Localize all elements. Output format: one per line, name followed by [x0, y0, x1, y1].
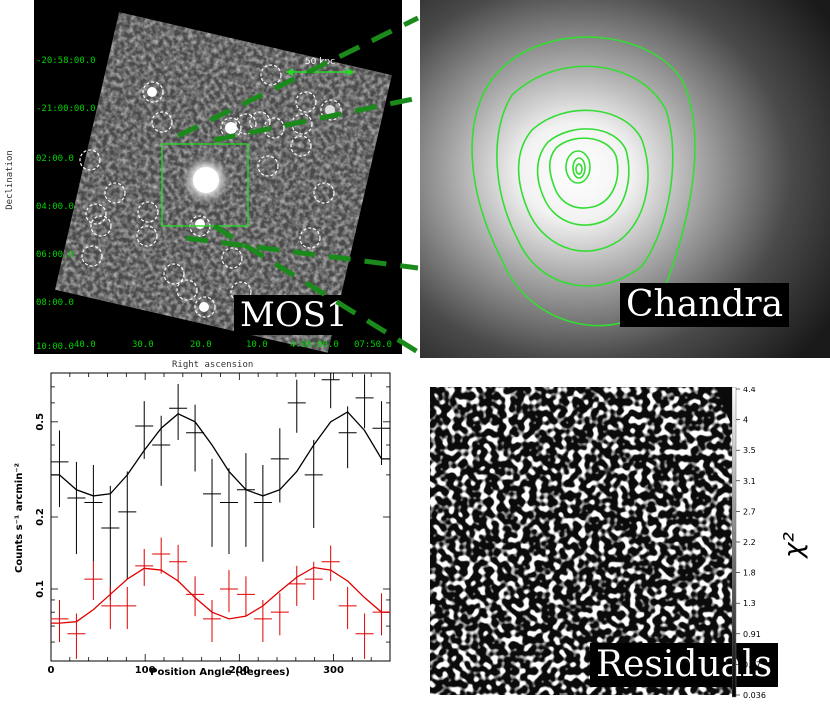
data-point [219, 468, 238, 555]
ra-tick: 40.0 [74, 340, 96, 350]
colorbar-tick-label: 2.7 [743, 507, 756, 516]
ra-tick: 10.0 [246, 340, 268, 350]
data-point [372, 401, 391, 465]
x-tick-label: 100 [135, 665, 156, 676]
data-point [270, 428, 289, 503]
colorbar-tick-label: 1.3 [743, 599, 756, 608]
data-point [304, 561, 323, 600]
x-tick-label: 200 [229, 665, 250, 676]
colorbar-tick-label: 3.5 [743, 446, 756, 455]
data-point [135, 548, 154, 586]
mos1-image-panel: 50 kpc MOS1 -20:58:00.0 -21:00:00.0 02:0… [34, 0, 402, 354]
ra-tick: 20.0 [190, 340, 212, 350]
data-point [236, 453, 255, 547]
data-point [321, 545, 340, 582]
dec-tick: -21:00:00.0 [36, 104, 96, 114]
chart-ylabel: Counts s⁻¹ arcmin⁻² [14, 463, 25, 573]
data-point [270, 593, 289, 636]
chandra-label: Chandra [620, 283, 790, 327]
data-point [253, 464, 272, 562]
data-point [67, 461, 86, 555]
colorbar-tick-label: 0.91 [743, 630, 761, 639]
data-point [304, 439, 323, 528]
data-point [372, 593, 391, 636]
data-point [219, 570, 238, 613]
chandra-image-panel: Chandra [420, 0, 830, 358]
data-point [253, 599, 272, 643]
mos1-ylabel: Declination [4, 150, 15, 210]
dec-tick: -20:58:00.0 [36, 56, 96, 66]
data-point [338, 586, 357, 630]
colorbar-tick-label: 1.8 [743, 569, 756, 578]
colorbar-tick-label: 4 [743, 416, 748, 425]
ra-tick: 4:08:00.0 [290, 340, 339, 350]
dec-tick: 04:00.0 [36, 202, 74, 212]
data-point [135, 401, 154, 459]
data-point [287, 565, 306, 606]
data-point [287, 379, 306, 433]
y-tick-label: 0.5 [35, 413, 46, 431]
colorbar-tick-label: 4.4 [743, 387, 756, 394]
colorbar: 4.4 4 3.5 3.1 2.7 2.2 1.8 1.3 0.91 0.47 0.036 χ² [731, 385, 830, 707]
y-tick-label: 0.2 [35, 508, 46, 526]
ra-tick: 30.0 [132, 340, 154, 350]
ra-tick: 07:50.0 [354, 340, 392, 350]
data-point [101, 586, 120, 630]
colorbar-tick-label: 0.47 [743, 660, 761, 669]
dec-tick: 06:00.0 [36, 250, 74, 260]
data-point [50, 599, 69, 643]
dec-tick: 10:00.0 [36, 342, 74, 352]
zoom-connector-lines [176, 15, 420, 355]
residuals-label: Residuals [590, 643, 779, 687]
residuals-image-panel: Residuals [430, 387, 779, 695]
colorbar-ticks: 4.4 4 3.5 3.1 2.7 2.2 1.8 1.3 0.91 0.47 0.036 [736, 385, 766, 700]
data-point [186, 404, 205, 472]
chart-axes: 0 100 200 300 0.1 0.2 0.5 [35, 372, 391, 676]
dec-tick: 02:00.0 [36, 154, 74, 164]
data-point [50, 430, 69, 508]
x-tick-label: 300 [323, 665, 344, 676]
data-point [203, 458, 222, 547]
series-1 [50, 373, 391, 600]
x-tick-label: 0 [48, 665, 55, 676]
model-curve-2 [51, 566, 390, 624]
colorbar-label: χ² [779, 532, 809, 560]
mos1-image: 50 kpc [54, 12, 392, 353]
data-point [84, 464, 103, 562]
data-point [169, 544, 188, 582]
data-point [186, 576, 205, 617]
scale-bar-label: 50 kpc [305, 57, 335, 67]
data-point [84, 561, 103, 600]
mos1-label: MOS1 [234, 295, 354, 335]
position-angle-profile-chart: 0 100 200 300 0.1 0.2 0.5 Position Angle (degr… [0, 368, 400, 707]
data-point [67, 613, 86, 659]
chart-xlabel: Position Angle (degrees) [150, 667, 290, 678]
colorbar-tick-label: 3.1 [743, 477, 756, 486]
data-point [101, 485, 120, 600]
series-2 [50, 537, 391, 659]
data-point [355, 613, 374, 659]
data-point [355, 374, 374, 429]
mos1-xlabel: Right ascension [172, 360, 254, 370]
colorbar-tick-label: 2.2 [743, 538, 756, 547]
data-point [152, 537, 171, 574]
data-point [321, 373, 340, 409]
data-point [118, 471, 137, 580]
data-point [169, 383, 188, 440]
data-point [152, 415, 171, 486]
colorbar-tick-label: 0.036 [743, 691, 766, 700]
model-curve-1 [51, 411, 390, 497]
data-point [338, 406, 357, 469]
data-point [203, 599, 222, 643]
dec-tick: 08:00.0 [36, 298, 74, 308]
data-point [118, 586, 137, 630]
data-point [236, 576, 255, 617]
chart-marks [50, 373, 391, 659]
y-tick-label: 0.1 [35, 580, 46, 598]
